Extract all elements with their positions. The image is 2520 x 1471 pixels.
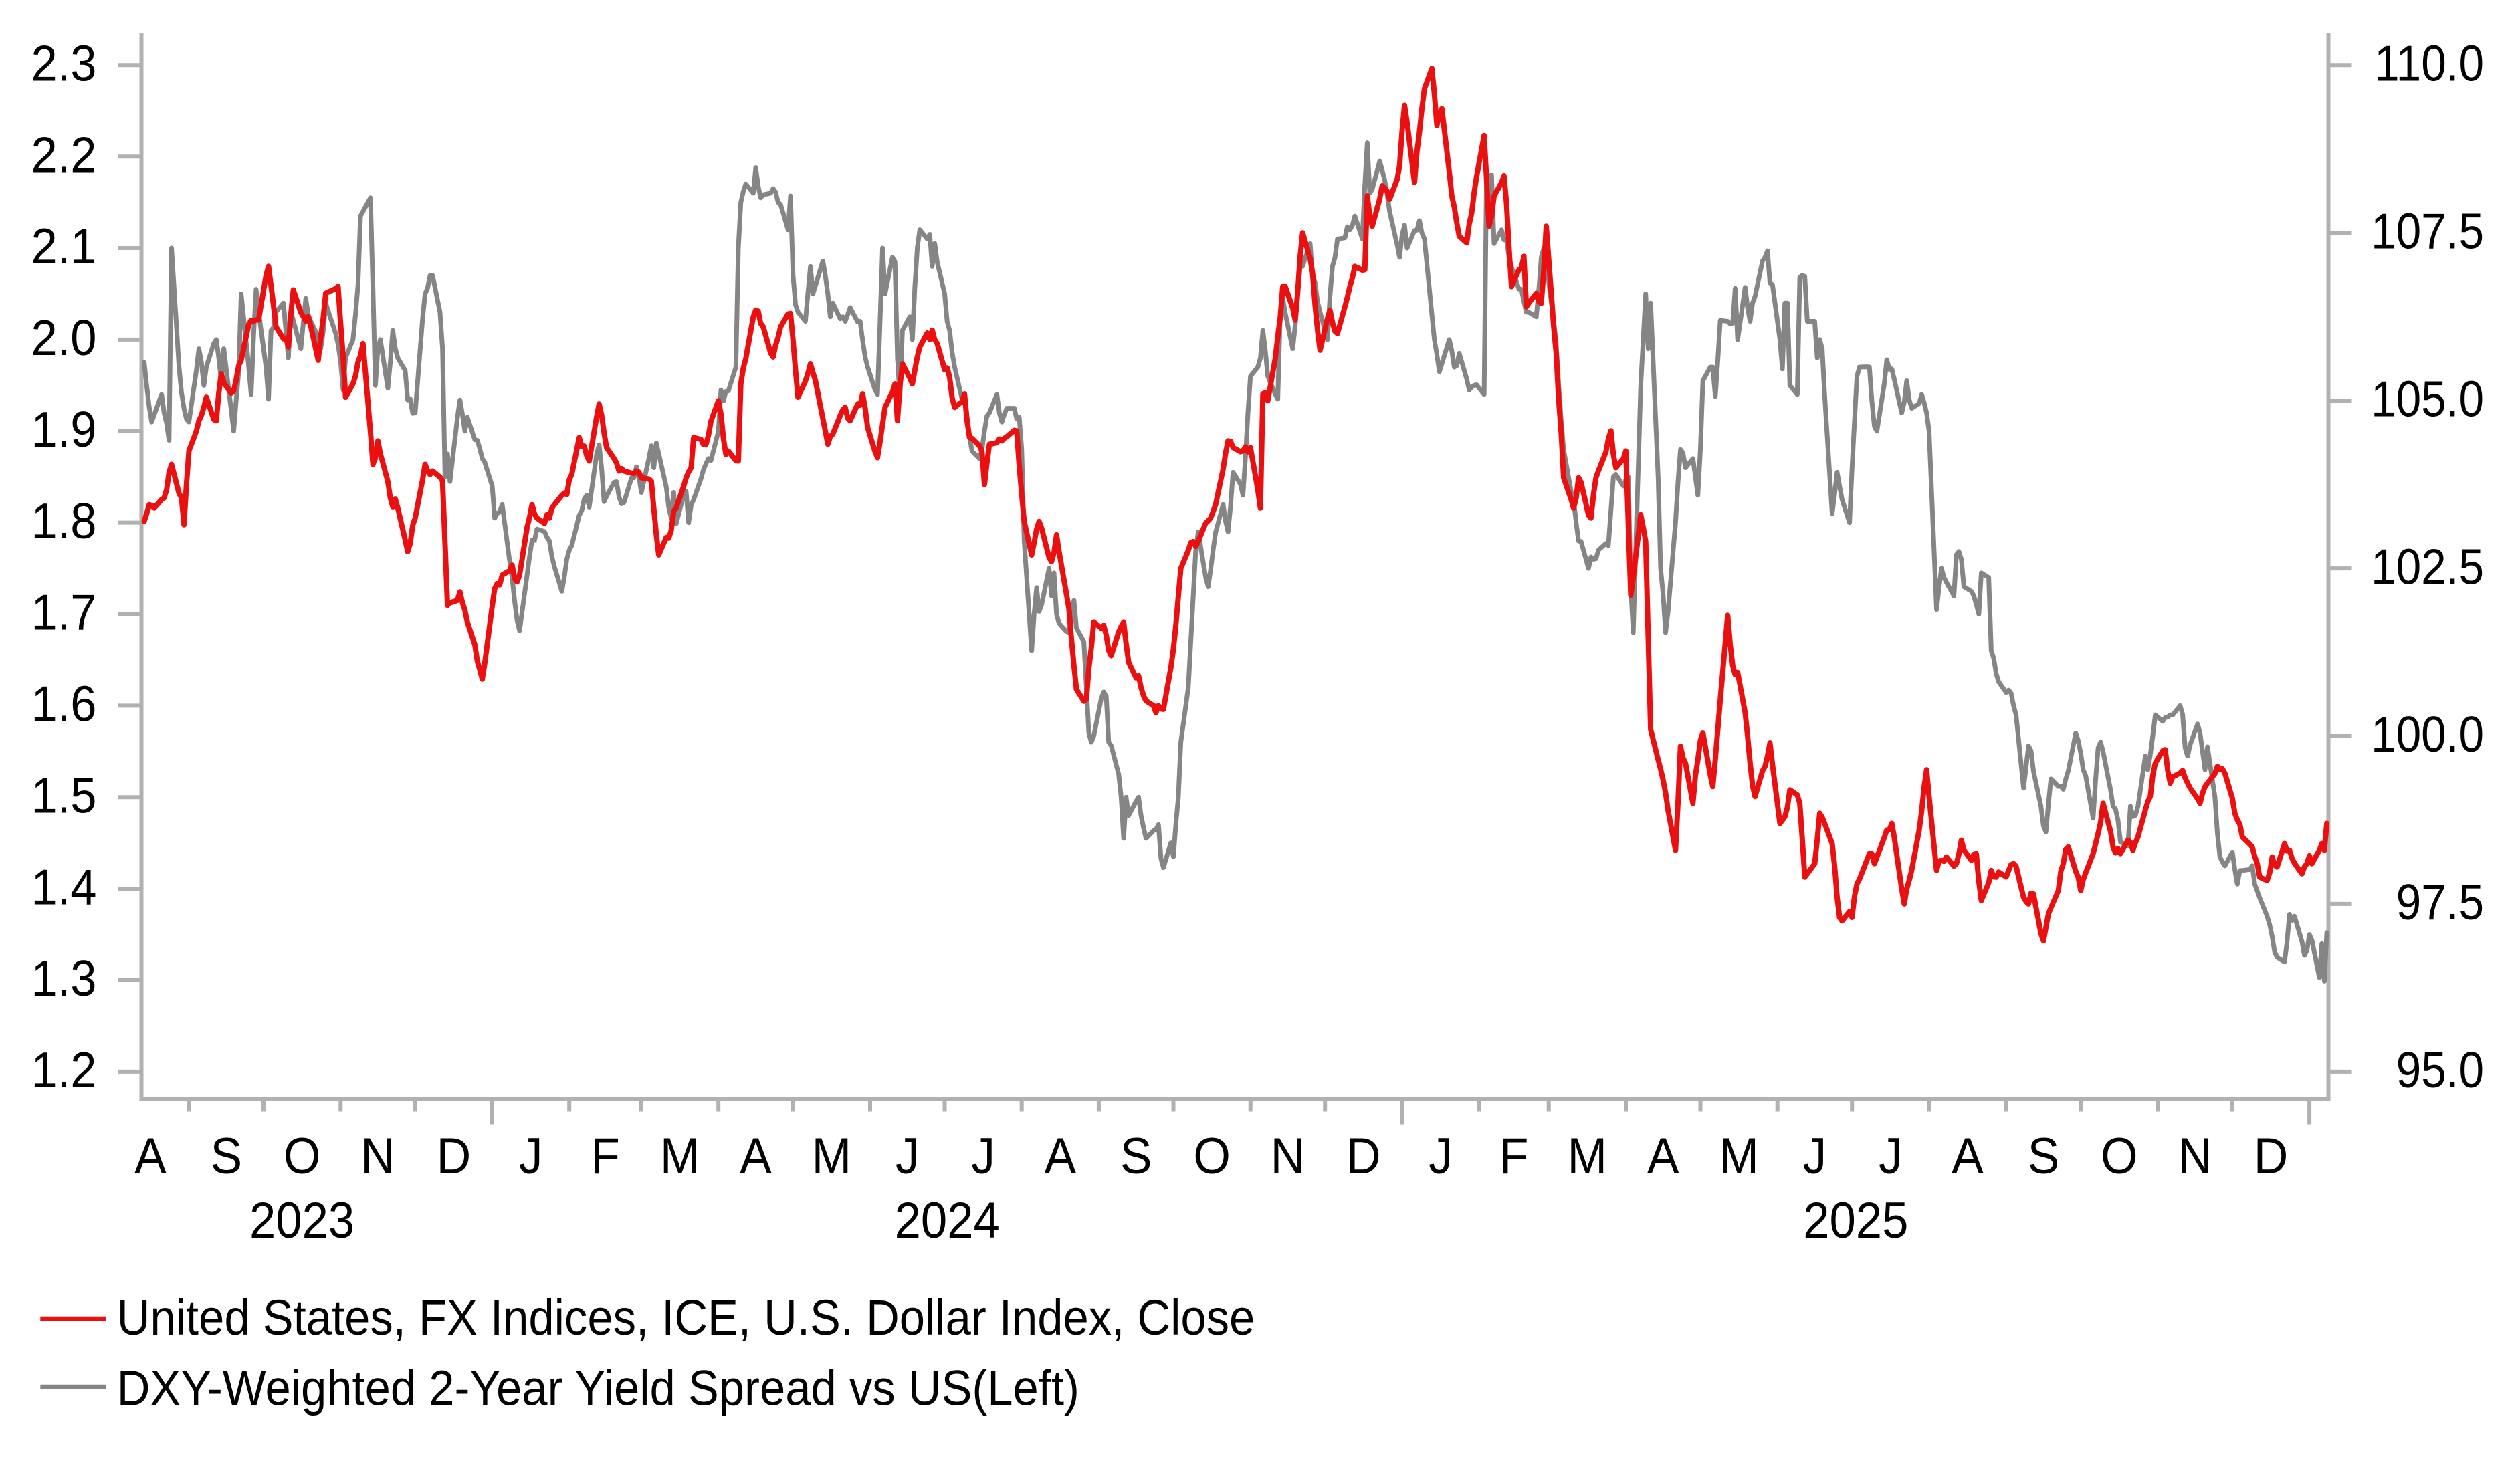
svg-text:S: S	[2028, 1127, 2060, 1185]
svg-text:M: M	[812, 1127, 852, 1185]
svg-text:A: A	[134, 1127, 167, 1185]
svg-text:M: M	[1568, 1127, 1608, 1185]
svg-text:M: M	[660, 1127, 700, 1185]
svg-text:2.2: 2.2	[31, 127, 97, 183]
svg-text:1.3: 1.3	[31, 951, 97, 1006]
svg-text:2.1: 2.1	[31, 219, 97, 274]
svg-text:1.5: 1.5	[31, 768, 97, 824]
svg-text:J: J	[519, 1127, 543, 1185]
svg-text:J: J	[1429, 1127, 1453, 1185]
svg-text:F: F	[591, 1127, 620, 1185]
svg-text:A: A	[1044, 1127, 1076, 1185]
svg-text:J: J	[896, 1127, 920, 1185]
svg-text:S: S	[1120, 1127, 1152, 1185]
svg-text:95.0: 95.0	[2396, 1042, 2484, 1099]
svg-text:O: O	[1193, 1127, 1231, 1185]
svg-text:J: J	[1879, 1127, 1903, 1185]
svg-text:105.0: 105.0	[2371, 371, 2484, 427]
svg-text:F: F	[1499, 1127, 1529, 1185]
svg-text:M: M	[1719, 1127, 1759, 1185]
svg-text:2025: 2025	[1803, 1192, 1908, 1249]
svg-text:J: J	[1803, 1127, 1827, 1185]
svg-text:United States, FX Indices, ICE: United States, FX Indices, ICE, U.S. Dol…	[117, 1290, 1255, 1346]
svg-text:A: A	[1952, 1127, 1984, 1185]
svg-text:D: D	[437, 1127, 471, 1185]
svg-text:A: A	[1647, 1127, 1679, 1185]
svg-text:97.5: 97.5	[2396, 875, 2484, 931]
svg-text:1.4: 1.4	[31, 859, 97, 915]
svg-text:1.8: 1.8	[31, 493, 97, 549]
svg-text:110.0: 110.0	[2374, 35, 2484, 92]
svg-text:2023: 2023	[249, 1192, 354, 1249]
svg-text:107.5: 107.5	[2371, 203, 2484, 259]
svg-text:1.2: 1.2	[31, 1042, 97, 1098]
svg-text:2024: 2024	[895, 1192, 1000, 1249]
svg-text:2.0: 2.0	[31, 310, 97, 366]
svg-text:D: D	[1346, 1127, 1381, 1185]
svg-text:N: N	[360, 1127, 395, 1185]
svg-text:J: J	[971, 1127, 995, 1185]
svg-text:102.5: 102.5	[2371, 539, 2484, 595]
svg-text:1.7: 1.7	[31, 585, 97, 641]
svg-text:1.6: 1.6	[31, 677, 97, 732]
svg-text:S: S	[210, 1127, 242, 1185]
svg-text:1.9: 1.9	[31, 402, 97, 457]
svg-text:O: O	[2101, 1127, 2138, 1185]
svg-text:A: A	[740, 1127, 772, 1185]
svg-text:N: N	[2178, 1127, 2212, 1185]
svg-text:N: N	[1271, 1127, 1305, 1185]
svg-text:100.0: 100.0	[2371, 707, 2484, 763]
svg-text:DXY-Weighted 2-Year Yield Spre: DXY-Weighted 2-Year Yield Spread vs US(L…	[117, 1361, 1079, 1416]
svg-text:O: O	[284, 1127, 321, 1185]
svg-text:2.3: 2.3	[31, 36, 97, 92]
svg-text:D: D	[2254, 1127, 2289, 1185]
